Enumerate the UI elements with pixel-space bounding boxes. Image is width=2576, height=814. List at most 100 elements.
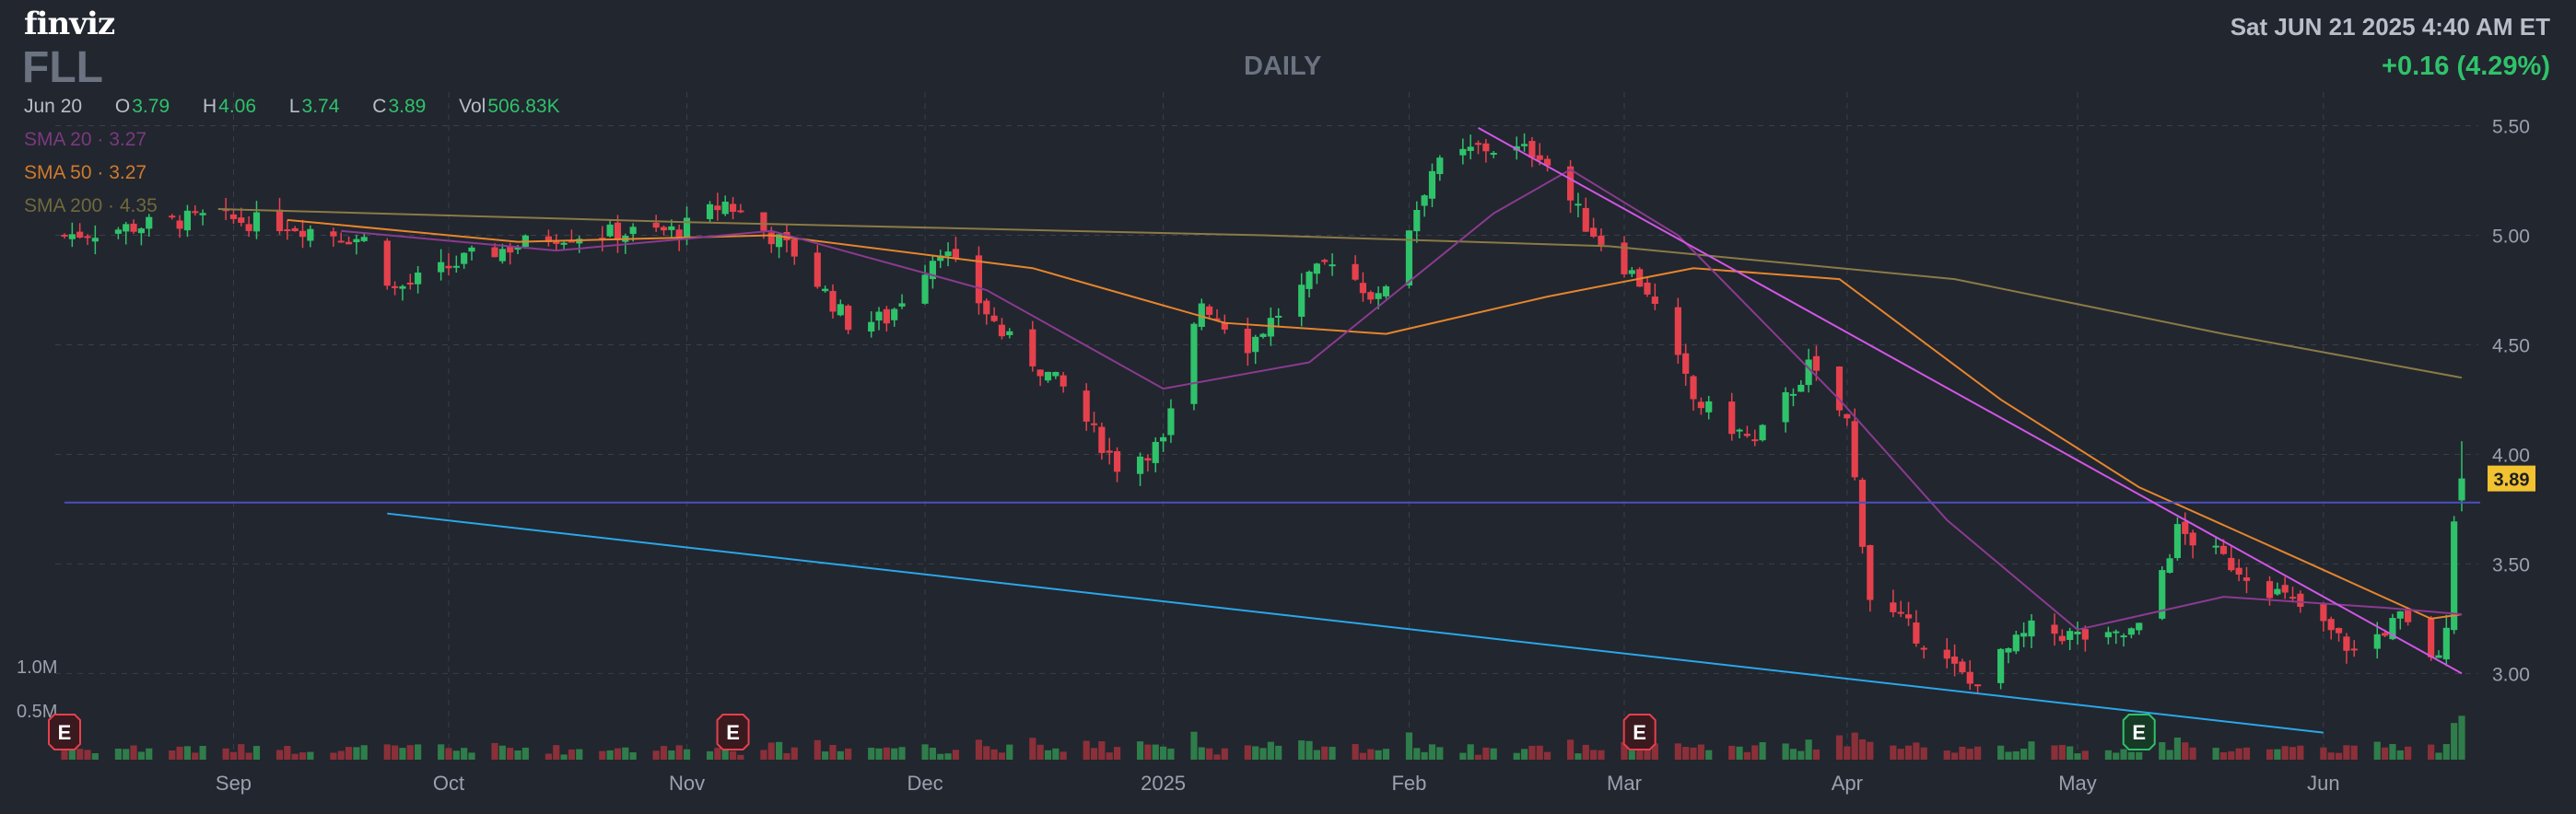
volume-bar [568, 749, 576, 760]
candle-body [2012, 634, 2020, 652]
candle-body [1858, 479, 1867, 547]
volume-bar [553, 745, 560, 760]
volume-bar [2327, 752, 2335, 760]
candle-body [814, 252, 821, 287]
volume-bar [2274, 749, 2281, 760]
candle-body [1413, 209, 1421, 232]
x-tick-label: Sep [216, 772, 252, 795]
candle-body [498, 249, 506, 262]
volume-bar [2173, 737, 2182, 760]
low-label: L [288, 96, 300, 117]
candle-body [1682, 353, 1690, 374]
volume-bar [729, 750, 737, 760]
candle-body [891, 308, 898, 320]
candle-body [252, 212, 261, 232]
volume-bar [1090, 748, 1098, 760]
candle-body [1997, 648, 2005, 683]
candle-body [1482, 143, 1490, 152]
volume-bar [1582, 744, 1589, 760]
candle-body [2081, 629, 2089, 640]
candle-body [1690, 376, 1697, 400]
volume-bar [1359, 752, 1367, 760]
candle-body [2405, 610, 2412, 622]
candle-body [1382, 285, 1390, 297]
volume-bar [1812, 749, 1821, 760]
volume-bar [776, 741, 783, 760]
candle-body [760, 212, 767, 231]
volume-bar [937, 753, 944, 760]
candle-body [1797, 384, 1805, 392]
volume-bar [560, 754, 568, 760]
candle-body [1897, 611, 1904, 614]
candle-body [1428, 170, 1436, 199]
candle-body [660, 227, 668, 231]
volume-bar [2074, 753, 2081, 760]
candle-body [729, 204, 737, 213]
sma50-line [287, 218, 2463, 620]
candle-body [1575, 204, 1582, 206]
volume-bar [2166, 750, 2173, 760]
volume-bar [668, 750, 675, 760]
volume-bar [998, 752, 1006, 760]
finviz-logo[interactable]: finviz [24, 6, 115, 42]
ohlc-readout: Jun 20 O3.79 H4.06 L3.74 C3.89 Vol506.83… [24, 96, 560, 118]
volume-bar [1636, 749, 1644, 760]
volume-bar [222, 748, 229, 760]
volume-bar [1213, 754, 1221, 760]
volume-bar [2442, 744, 2450, 760]
volume-bar [2051, 745, 2058, 760]
volume-bar [1851, 732, 1858, 760]
volume-bar [1206, 748, 1213, 760]
volume-bar [1098, 741, 1106, 760]
volume-bar [1644, 747, 1651, 760]
candle-body [1098, 426, 1106, 453]
volume-bar [2405, 746, 2412, 760]
volume-label: Vol [459, 96, 486, 117]
earnings-badge [2122, 714, 2156, 750]
candle-body [383, 240, 391, 286]
open-label: O [114, 96, 131, 117]
chart-period[interactable]: DAILY [1244, 52, 1322, 81]
volume-bar [714, 748, 721, 760]
candle-body [1851, 421, 1858, 478]
candle-body [2266, 581, 2274, 599]
volume-bar [1943, 750, 1950, 760]
volume-bar [1467, 744, 1474, 760]
volume-bar [2382, 747, 2389, 760]
candle-body [1674, 307, 1681, 355]
candle-body [91, 238, 99, 242]
volume-bar [337, 750, 345, 760]
candle-body [2297, 593, 2304, 608]
candle-body [1590, 227, 1598, 237]
volume-bar [1221, 748, 1228, 760]
candle-body [975, 255, 983, 304]
volume-bar [929, 747, 936, 760]
volume-bar [2297, 745, 2304, 760]
high-label: H [202, 96, 217, 117]
volume-bar [1306, 740, 1313, 760]
close-value: 3.89 [388, 96, 427, 117]
candle-body [406, 282, 414, 285]
volume-bar [606, 750, 614, 760]
volume-bar [1575, 753, 1582, 760]
volume-bar [275, 750, 284, 760]
candle-body [1759, 424, 1766, 441]
volume-bar [1252, 746, 1259, 760]
volume-bar [760, 750, 767, 760]
volume-bar [345, 747, 353, 760]
candle-body [1106, 450, 1113, 453]
candle-body [438, 262, 445, 273]
candle-body [1198, 303, 1205, 328]
y-tick-label: 5.00 [2492, 227, 2530, 248]
candle-body [2242, 577, 2251, 581]
volume-bar [1743, 751, 1751, 760]
volume-bar [883, 747, 890, 760]
volume-bar [2266, 749, 2274, 760]
x-tick-label: Dec [907, 772, 943, 795]
volume-bar [1959, 746, 1966, 760]
volume-bar [845, 748, 852, 760]
candle-body [898, 303, 906, 307]
candle-body [1598, 235, 1605, 245]
earnings-marker: E [2122, 714, 2156, 750]
